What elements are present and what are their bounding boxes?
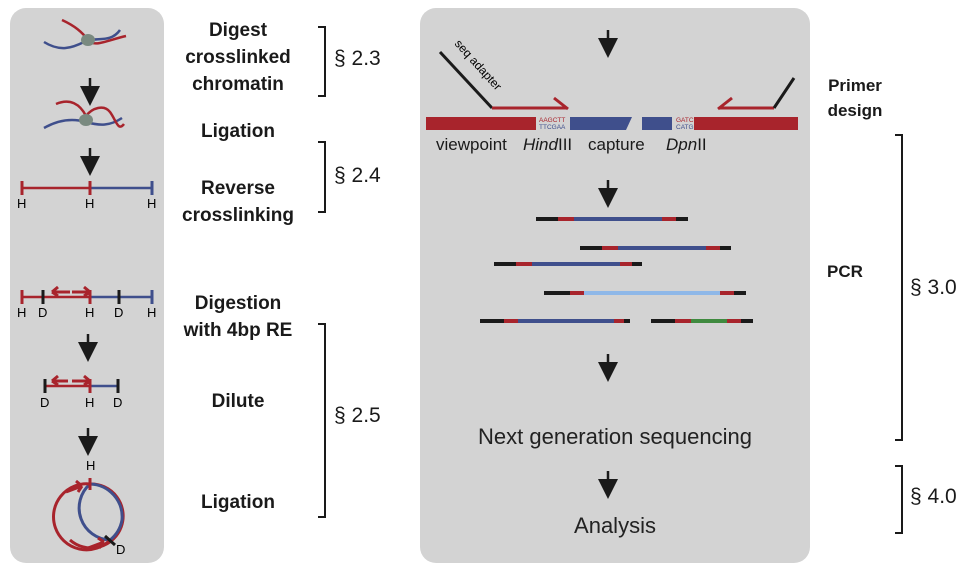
step-primer-design: Primer design [827,76,883,120]
step-ligation-1: Ligation [201,121,275,142]
bracket-section-3-0 [895,134,903,441]
diluted-fragment: D H D [40,374,122,410]
digested-fragment: H D H D H [17,285,156,320]
section-3-0: § 3.0 [910,276,957,299]
site-label-h: H [85,196,94,211]
site-label-h: H [147,196,156,211]
site-label-h: H [85,305,94,320]
pcr-product-4 [544,291,746,295]
dpnii-bottom-seq: CATG [676,124,694,131]
pcr-product-5 [480,319,630,323]
dpnii-label: DpnII [666,135,707,154]
section-2-5: § 2.5 [334,404,381,427]
reverse-primer [717,77,796,111]
dpnii-top-seq: GATC [676,117,694,124]
step-digestion-4bp-re: Digestion with 4bp RE [183,293,293,341]
circularized-fragment: H D [52,458,125,557]
site-label-h: H [86,458,95,473]
seq-adapter-label: seq adapter [452,37,505,93]
hindiii-top-seq: AAGCTT [539,117,565,124]
crosslinked-chromatin-drawing [43,18,127,50]
step-digest-crosslinked-chromatin: Digest crosslinked chromatin [185,20,291,95]
capture-label: capture [588,135,645,154]
site-label-d: D [40,395,49,410]
bracket-section-2-4 [318,141,326,213]
step-ligation-2: Ligation [201,492,275,513]
site-label-d: D [116,542,125,557]
viewpoint-construct: AAGCTT TTCGAA GATC CATG [426,117,798,131]
analysis-label: Analysis [574,513,656,538]
viewpoint-label: viewpoint [436,135,507,154]
site-label-d: D [114,305,123,320]
bracket-section-2-3 [318,26,326,97]
site-label-h: H [17,196,26,211]
step-reverse-crosslinking: Reverse crosslinking [182,178,294,226]
section-4-0: § 4.0 [910,485,957,508]
site-label-d: D [113,395,122,410]
site-label-h: H [17,305,26,320]
ligated-chromatin-drawing [43,100,125,130]
pcr-products [480,217,753,323]
step-pcr: PCR [827,262,863,281]
section-2-4: § 2.4 [334,164,381,187]
pcr-product-3 [494,262,642,266]
pcr-product-1 [536,217,688,221]
linear-fragment-hhh: H H H [17,181,156,211]
forward-primer-with-adapter: seq adapter [438,37,569,111]
step-dilute: Dilute [211,391,265,412]
site-label-h: H [147,305,156,320]
hindiii-bottom-seq: TTCGAA [539,124,566,131]
section-2-3: § 2.3 [334,47,381,70]
site-label-d: D [38,305,47,320]
pcr-product-2 [580,246,731,250]
bracket-section-2-5 [318,323,326,518]
hindiii-label: HindIII [523,135,573,154]
next-generation-sequencing-label: Next generation sequencing [478,424,752,449]
site-label-h: H [85,395,94,410]
pcr-product-6 [651,319,753,323]
bracket-section-4-0 [895,465,903,534]
